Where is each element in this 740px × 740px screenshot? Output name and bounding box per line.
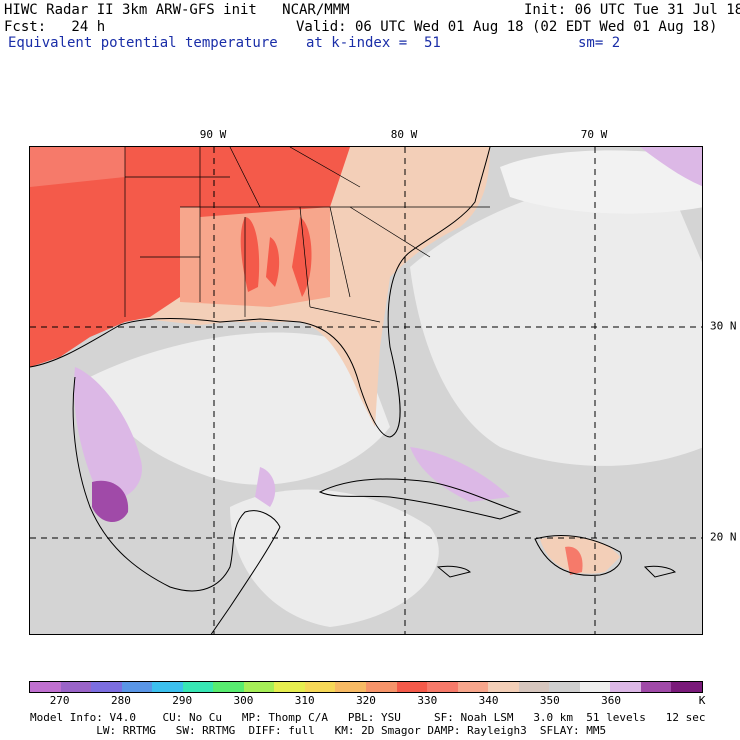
map-canvas <box>30 147 702 634</box>
border-11 <box>229 147 261 208</box>
border-8 <box>309 306 381 323</box>
colorbar-tick-label: 340 <box>478 694 499 707</box>
purple-field-bahamas <box>410 447 510 502</box>
purple-core <box>92 480 129 523</box>
model-info-line1: Model Info: V4.0 CU: No Cu MP: Thomp C/A… <box>30 711 706 724</box>
colorbar-tick-label: 280 <box>110 694 131 707</box>
colorbar-swatch <box>457 682 489 692</box>
lat-lon-grid <box>30 147 702 634</box>
tennessee-hot-field <box>200 147 350 217</box>
theta-e-map <box>29 146 703 635</box>
colorbar-swatch <box>579 682 611 692</box>
colorbar-swatch <box>274 682 305 692</box>
colorbar-swatch <box>152 682 183 692</box>
puerto-rico-coastline <box>643 565 676 578</box>
model-info-line2: LW: RRTMG SW: RRTMG DIFF: full KM: 2D Sm… <box>30 724 607 737</box>
purple-field-mexico <box>74 367 142 500</box>
colorbar-swatch <box>366 682 397 692</box>
lon-label-90w: 90 W <box>199 128 227 141</box>
colorbar-swatch <box>549 682 580 692</box>
hot-cell-3 <box>292 217 312 297</box>
central-america-coastline <box>210 526 281 634</box>
lat-label-30n: 30 N <box>710 319 737 333</box>
border-6 <box>299 206 311 308</box>
hispaniola-coastline <box>534 535 622 576</box>
ne-purple-field <box>640 147 702 187</box>
texas-hot-field <box>30 147 230 367</box>
colorbar-swatch <box>396 682 428 692</box>
colorbar-swatch <box>671 682 703 692</box>
colorbar-swatch <box>518 682 550 692</box>
init-time: Init: 06 UTC Tue 31 Jul 18 <box>524 2 740 18</box>
lat-label-20n: 20 N <box>710 530 737 544</box>
coastlines <box>30 147 676 634</box>
lon-label-80w: 80 W <box>390 128 418 141</box>
border-12 <box>289 147 361 188</box>
border-9 <box>349 206 431 258</box>
colorbar-tick-label: 300 <box>233 694 254 707</box>
hispaniola-hot <box>565 546 583 575</box>
level-index: at k-index = 51 <box>306 35 441 51</box>
purple-field-yucatan <box>255 467 276 507</box>
colorbar-tick-label: 270 <box>49 694 70 707</box>
atlantic-light-field <box>410 181 702 466</box>
field-name: Equivalent potential temperature <box>8 35 278 51</box>
oklahoma-field <box>30 147 125 187</box>
gulf-light-field <box>90 332 390 485</box>
colorbar-swatch <box>243 682 275 692</box>
colorbar-swatch <box>488 682 519 692</box>
north-atlantic-light <box>500 150 702 214</box>
model-title: HIWC Radar II 3km ARW-GFS init NCAR/MMM <box>4 2 350 18</box>
cuba-coastline <box>318 478 522 520</box>
colorbar-tick-label: 330 <box>417 694 438 707</box>
colorbar-swatch <box>427 682 458 692</box>
colorbar-swatch <box>121 682 153 692</box>
colorbar-tick-label: 290 <box>172 694 193 707</box>
gulf-atlantic-coastline <box>30 147 491 438</box>
colorbar-tick-label: 350 <box>539 694 560 707</box>
colorbar-swatch <box>30 682 61 692</box>
valid-time: Valid: 06 UTC Wed 01 Aug 18 (02 EDT Wed … <box>296 19 718 35</box>
colorbar <box>29 681 703 693</box>
hot-cell-2 <box>266 237 280 287</box>
border-7 <box>329 206 351 298</box>
colorbar-swatch <box>91 682 122 692</box>
colorbar-swatch <box>610 682 641 692</box>
colorbar-swatch <box>60 682 92 692</box>
state-borders <box>124 147 490 323</box>
colorbar-swatch <box>304 682 336 692</box>
mexico-coastline <box>72 376 281 592</box>
colorbar-swatch <box>182 682 214 692</box>
lon-label-70w: 70 W <box>580 128 608 141</box>
colorbar-tick-label: 360 <box>601 694 622 707</box>
colorbar-swatch <box>640 682 672 692</box>
colorbar-swatch <box>335 682 367 692</box>
colorbar-swatch <box>213 682 244 692</box>
colorbar-tick-label: 310 <box>294 694 315 707</box>
forecast-hour: Fcst: 24 h <box>4 19 106 35</box>
colorbar-tick-label: 320 <box>356 694 376 707</box>
jamaica-coastline <box>436 565 471 578</box>
caribbean-light-field <box>230 489 439 627</box>
smoothing: sm= 2 <box>578 35 621 51</box>
colorbar-unit: K <box>698 694 706 707</box>
